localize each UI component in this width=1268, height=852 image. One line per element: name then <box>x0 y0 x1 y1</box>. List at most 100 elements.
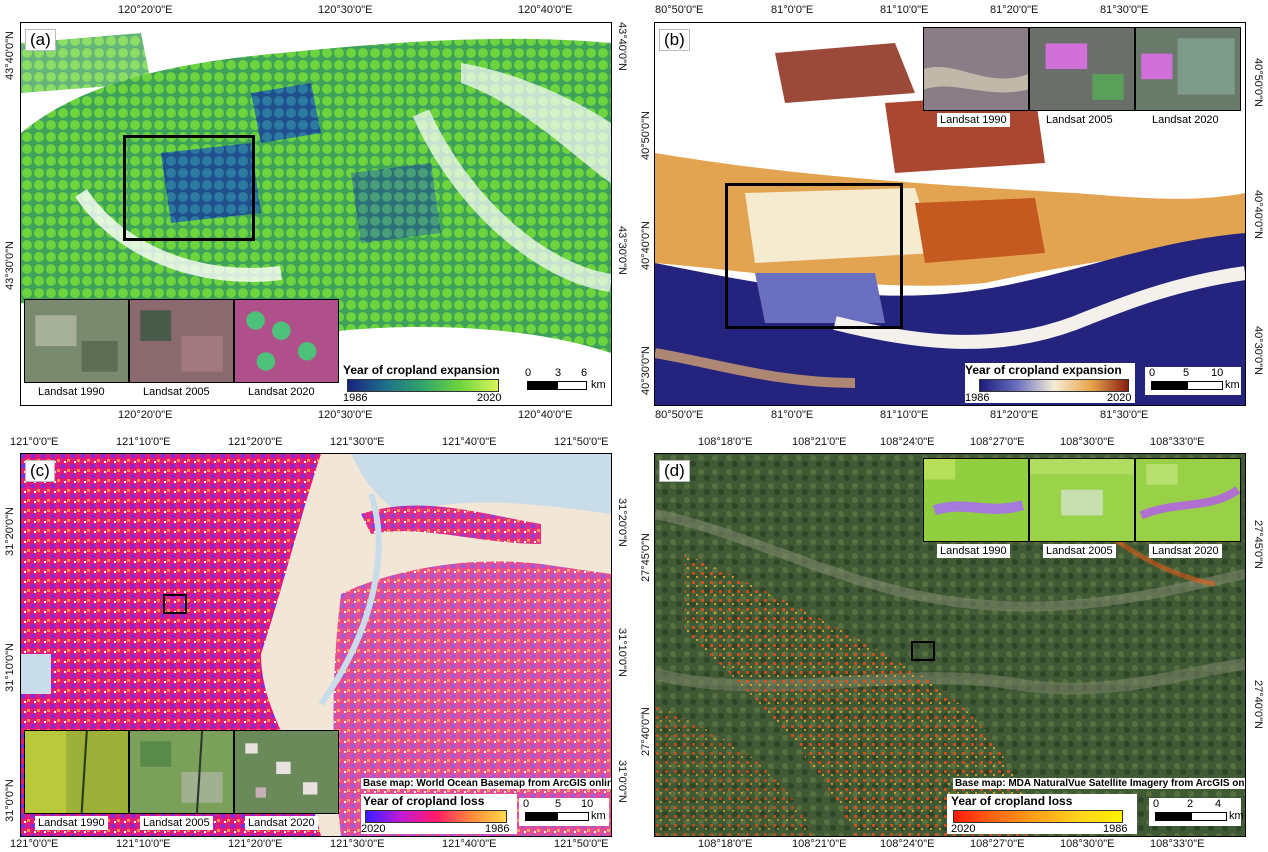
map-b: (b) Landsat 1990 Landsat 2005 Landsat 20… <box>654 22 1246 406</box>
inset-landsat-2005 <box>1029 458 1135 542</box>
top-tick: 108°27'0"E <box>970 436 1025 448</box>
panel-label: (a) <box>25 29 56 51</box>
right-tick: 40°30'0"N <box>1252 326 1264 375</box>
legend-max: 2020 <box>1107 392 1132 404</box>
left-tick: 40°40'0"N <box>640 221 652 270</box>
scale-label: 0 <box>523 798 530 810</box>
right-tick: 40°50'0"N <box>1252 58 1264 107</box>
left-tick: 40°30'0"N <box>640 346 652 395</box>
top-tick: 108°33'0"E <box>1150 436 1205 448</box>
top-tick: 121°50'0"E <box>554 436 609 448</box>
top-tick: 120°20'0"E <box>118 4 173 16</box>
bottom-tick: 121°20'0"E <box>228 838 283 850</box>
bottom-tick: 121°40'0"E <box>442 838 497 850</box>
scale-bar: 0 3 6 km <box>521 367 607 395</box>
inset-caption: Landsat 2005 <box>140 816 213 830</box>
inset-landsat-2020 <box>1135 27 1241 111</box>
bottom-tick: 120°20'0"E <box>118 409 173 421</box>
legend-max: 1986 <box>1103 823 1128 835</box>
top-tick: 121°10'0"E <box>116 436 171 448</box>
legend-min: 2020 <box>951 823 976 835</box>
scale-unit: km <box>591 379 606 391</box>
focus-rectangle <box>163 594 187 614</box>
bottom-tick: 81°30'0"E <box>1100 409 1149 421</box>
focus-rectangle <box>123 135 255 241</box>
scale-unit: km <box>1225 379 1240 391</box>
scale-label: 10 <box>1211 367 1224 379</box>
inset-landsat-2005 <box>1029 27 1135 111</box>
focus-rectangle <box>725 183 903 329</box>
inset-caption: Landsat 1990 <box>937 113 1010 127</box>
color-ramp <box>347 379 499 392</box>
left-tick: 27°40'0"N <box>640 707 652 756</box>
scale-unit: km <box>591 810 606 822</box>
bottom-tick: 108°21'0"E <box>792 838 847 850</box>
top-tick: 108°24'0"E <box>880 436 935 448</box>
right-tick: 31°20'0"N <box>616 498 628 547</box>
top-tick: 120°40'0"E <box>518 4 573 16</box>
scale-bar: 0 5 10 km <box>1145 367 1241 395</box>
bottom-tick: 120°40'0"E <box>518 409 573 421</box>
top-tick: 121°0'0"E <box>10 436 59 448</box>
color-ramp <box>365 810 507 823</box>
top-tick: 81°20'0"E <box>990 4 1039 16</box>
legend-max: 2020 <box>477 392 502 404</box>
bottom-tick: 121°50'0"E <box>554 838 609 850</box>
legend-min: 2020 <box>361 823 386 835</box>
scale-bar: 0 5 10 km <box>519 798 609 826</box>
scale-label: 0 <box>1153 798 1160 810</box>
inset-caption: Landsat 2005 <box>1043 113 1116 127</box>
top-tick: 121°40'0"E <box>442 436 497 448</box>
inset-caption: Landsat 2020 <box>1149 544 1222 558</box>
scale-label: 4 <box>1215 798 1222 810</box>
color-ramp <box>953 810 1123 823</box>
top-tick: 108°18'0"E <box>698 436 753 448</box>
bottom-tick: 120°30'0"E <box>318 409 373 421</box>
bottom-tick: 81°20'0"E <box>990 409 1039 421</box>
bottom-tick: 108°33'0"E <box>1150 838 1205 850</box>
legend: Year of cropland loss 2020 1986 <box>947 794 1137 835</box>
legend-title: Year of cropland expansion <box>343 363 500 377</box>
right-tick: 43°30'0"N <box>616 226 628 275</box>
legend-title: Year of cropland expansion <box>965 363 1122 377</box>
top-tick: 121°20'0"E <box>228 436 283 448</box>
scale-label: 5 <box>1183 367 1190 379</box>
bottom-tick: 80°50'0"E <box>655 409 704 421</box>
inset-caption: Landsat 2020 <box>245 385 318 399</box>
bottom-tick: 81°10'0"E <box>880 409 929 421</box>
scale-bar: 0 2 4 km <box>1149 798 1244 826</box>
scale-label: 6 <box>581 367 588 379</box>
bottom-tick: 81°0'0"E <box>771 409 814 421</box>
scale-label: 5 <box>555 798 562 810</box>
left-tick: 31°20'0"N <box>4 507 16 556</box>
legend-min: 1986 <box>965 392 990 404</box>
inset-caption: Landsat 1990 <box>35 385 108 399</box>
top-tick: 121°30'0"E <box>330 436 385 448</box>
legend-max: 1986 <box>485 823 510 835</box>
top-tick: 108°21'0"E <box>792 436 847 448</box>
map-d: (d) Landsat 1990 Landsat 2005 Landsat 20… <box>654 453 1246 837</box>
bottom-tick: 108°24'0"E <box>880 838 935 850</box>
scale-unit: km <box>1229 810 1244 822</box>
right-tick: 40°40'0"N <box>1252 190 1264 239</box>
inset-landsat-2020 <box>234 299 339 383</box>
inset-landsat-1990 <box>923 458 1029 542</box>
legend: Year of cropland loss 2020 1986 <box>361 794 517 835</box>
scale-label: 0 <box>525 367 532 379</box>
scale-label: 0 <box>1149 367 1156 379</box>
color-ramp <box>979 379 1129 392</box>
inset-landsat-2005 <box>129 730 234 814</box>
inset-landsat-2005 <box>129 299 234 383</box>
legend: Year of cropland expansion 1986 2020 <box>965 363 1135 404</box>
inset-caption: Landsat 1990 <box>937 544 1010 558</box>
scale-label: 2 <box>1187 798 1194 810</box>
basemap-credit: Base map: World Ocean Basemap from ArcGI… <box>361 778 611 789</box>
top-tick: 80°50'0"E <box>655 4 704 16</box>
left-tick: 43°40'0"N <box>4 31 16 80</box>
left-tick: 27°45'0"N <box>640 533 652 582</box>
bottom-tick: 108°30'0"E <box>1060 838 1115 850</box>
top-tick: 120°30'0"E <box>318 4 373 16</box>
scale-label: 10 <box>581 798 594 810</box>
inset-landsat-1990 <box>24 299 129 383</box>
left-tick: 40°50'0"N <box>640 111 652 160</box>
